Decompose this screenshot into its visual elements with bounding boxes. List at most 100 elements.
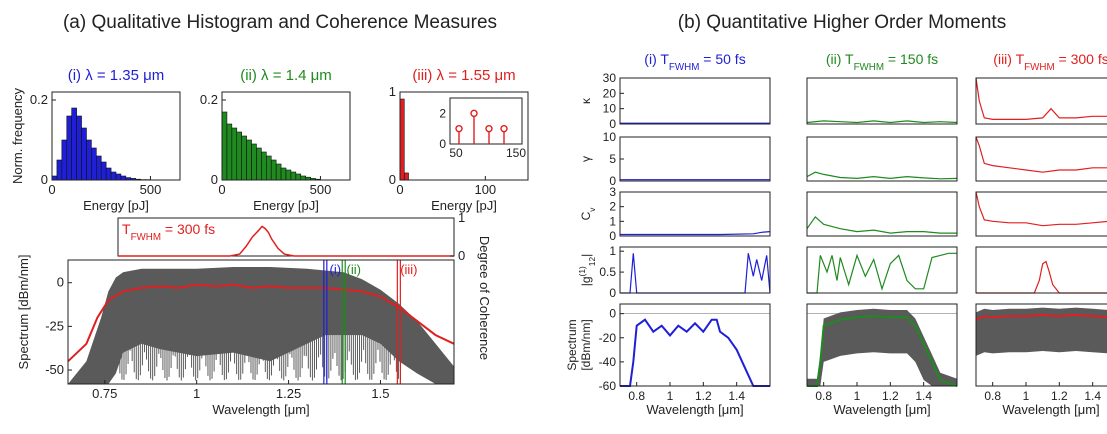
moments-row-ylabel: γ xyxy=(579,156,593,162)
histogram-xlabel: Energy [pJ] xyxy=(431,198,497,213)
moments-xlabel: Wavelength [μm] xyxy=(1002,402,1099,417)
right-panel-title: (b) Quantitative Higher Order Moments xyxy=(678,12,1006,33)
spectrum-x-tick-label: 1 xyxy=(193,386,200,401)
histogram-bar xyxy=(285,169,292,181)
histogram-bar xyxy=(81,127,87,181)
moments-frame xyxy=(806,136,958,182)
inset-x-tick-label: 50 xyxy=(449,146,463,160)
histogram-bar xyxy=(221,111,228,181)
histogram-x-tick-label: 500 xyxy=(310,182,332,197)
histogram-bar xyxy=(403,172,409,181)
histogram-bar xyxy=(300,175,306,181)
moments-frame xyxy=(619,77,771,125)
moments-spectrum-envelope xyxy=(807,308,957,386)
moments-column-title: (iii) TFWHM = 300 fs xyxy=(993,51,1107,73)
histogram-bar xyxy=(56,159,63,181)
left-panel-title: (a) Qualitative Histogram and Coherence … xyxy=(63,12,497,33)
histogram-bar xyxy=(241,135,247,181)
histogram-ylabel: Norm. frequency xyxy=(10,87,25,184)
spectrum-xlabel: Wavelength [μm] xyxy=(212,402,309,417)
moments-y-tick-label: 30 xyxy=(603,71,617,85)
moments-frame xyxy=(975,191,1107,237)
moments-series-line xyxy=(975,313,1107,321)
histogram-x-tick-label: 0 xyxy=(48,182,55,197)
moments-column-title: (ii) TFWHM = 150 fs xyxy=(826,51,938,73)
histogram-bar xyxy=(86,139,92,181)
histogram-bar xyxy=(120,175,127,181)
histogram-y-tick-label: 0 xyxy=(41,172,48,187)
coherence-line xyxy=(118,225,454,257)
moments-x-tick-label: 1.2 xyxy=(882,389,899,403)
spectrum-x-tick-label: 1.5 xyxy=(371,386,389,401)
coherence-frame xyxy=(117,217,455,257)
histogram-x-tick-label: 500 xyxy=(140,182,162,197)
moments-series-line xyxy=(807,315,958,387)
moments-spectrum-envelope xyxy=(976,307,1107,356)
moments-frame xyxy=(806,191,958,237)
moments-frame xyxy=(975,246,1107,294)
moments-x-tick-label: 1 xyxy=(1023,389,1030,403)
moments-frame xyxy=(619,191,771,237)
moments-x-tick-label: 0.8 xyxy=(815,389,832,403)
histogram-bar xyxy=(61,139,68,181)
coherence-y-tick-label: 1 xyxy=(458,210,465,225)
moments-y-tick-label: 0 xyxy=(609,229,616,243)
histogram-x-tick-label: 100 xyxy=(474,182,496,197)
spectrum-envelope xyxy=(68,267,454,384)
moments-series-line xyxy=(806,120,958,124)
moments-series-line xyxy=(975,191,1107,227)
histogram-bar xyxy=(266,155,272,181)
histogram-bar xyxy=(295,173,302,181)
moments-y-tick-label: 0 xyxy=(609,286,616,300)
inset-marker xyxy=(470,109,478,118)
moments-y-tick-label: 2 xyxy=(609,200,616,214)
moments-y-tick-label: 20 xyxy=(603,86,617,100)
moments-y-tick-label: -60 xyxy=(599,379,617,393)
moments-frame xyxy=(806,77,958,125)
moments-y-tick-label: 10 xyxy=(603,130,617,144)
moments-y-tick-label: -20 xyxy=(599,331,617,345)
spectrum-y-tick-label: -50 xyxy=(45,362,64,377)
inset-x-tick-label: 150 xyxy=(506,146,526,160)
histogram-bar xyxy=(290,171,297,181)
moments-frame xyxy=(975,136,1107,182)
moments-series-line xyxy=(620,318,770,387)
moments-x-tick-label: 1.2 xyxy=(1051,389,1068,403)
moments-series-line xyxy=(975,77,1107,121)
histogram-y-tick-label: 0 xyxy=(211,172,218,187)
histogram-frame xyxy=(399,91,529,181)
coherence-y-tick-label: 0 xyxy=(458,248,465,263)
moments-y-tick-label: 10 xyxy=(603,102,617,116)
moments-y-tick-label: 0 xyxy=(609,307,616,321)
histogram-bar xyxy=(51,175,58,181)
wavelength-marker-label: (ii) xyxy=(346,262,360,277)
moments-x-tick-label: 1 xyxy=(667,389,674,403)
histogram-frame xyxy=(51,91,181,181)
histogram-bar xyxy=(71,107,77,181)
spectrum-x-tick-label: 1.25 xyxy=(276,386,301,401)
moments-frame xyxy=(975,303,1107,387)
histogram-bar xyxy=(100,161,107,181)
moments-y-tick-label: 3 xyxy=(609,185,616,199)
histogram-x-tick-label: 0 xyxy=(396,182,403,197)
moments-x-tick-label: 1.2 xyxy=(695,389,712,403)
moments-x-tick-label: 0.8 xyxy=(984,389,1001,403)
moments-y-tick-label: -40 xyxy=(599,355,617,369)
histogram-bar xyxy=(105,167,112,181)
moments-series-line xyxy=(976,260,1107,294)
histogram-bar xyxy=(76,115,82,181)
moments-frame xyxy=(619,136,771,182)
moments-row-ylabel: κ xyxy=(579,97,593,104)
coherence-annotation: TFWHM = 300 fs xyxy=(122,221,215,243)
moments-row-ylabel: |g(1)12| xyxy=(577,254,597,287)
histogram-title: (i) λ = 1.35 μm xyxy=(68,67,165,84)
moments-y-tick-label: 0.5 xyxy=(599,265,616,279)
moments-xlabel: Wavelength [μm] xyxy=(646,402,743,417)
inset-marker xyxy=(500,124,508,133)
histogram-bar xyxy=(246,139,252,181)
moments-series-line xyxy=(975,136,1107,173)
inset-y-tick-label: 2 xyxy=(439,106,446,120)
spectrum-mean-line xyxy=(67,283,455,363)
inset-y-tick-label: 0 xyxy=(439,137,446,151)
